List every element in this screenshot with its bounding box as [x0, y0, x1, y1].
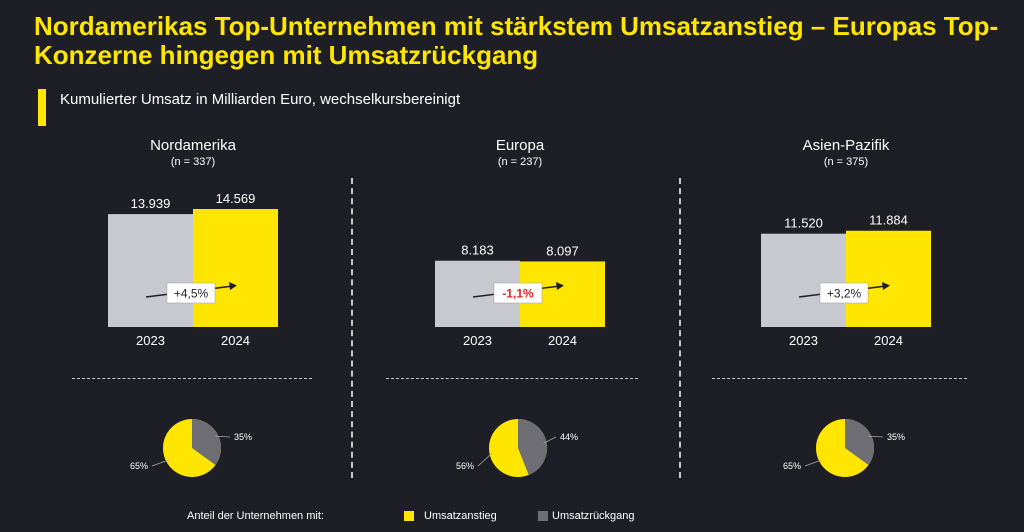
bar-2023 — [761, 233, 846, 327]
panel-divider — [351, 178, 353, 478]
sample-size-label: (n = 237) — [498, 156, 542, 168]
bar-value-label: 8.097 — [546, 243, 579, 258]
region-title: Europa — [496, 137, 545, 154]
region-title: Nordamerika — [150, 137, 237, 154]
pie-leader-line — [151, 459, 169, 467]
legend-caption: Anteil der Unternehmen mit: — [187, 510, 324, 522]
pie-leader-line — [477, 452, 493, 467]
legend: Anteil der Unternehmen mit: Umsatzanstie… — [0, 510, 1024, 526]
x-tick-label: 2024 — [221, 333, 250, 348]
bar-value-label: 8.183 — [461, 243, 494, 258]
change-label: -1,1% — [502, 287, 534, 301]
pie-leader-line — [804, 459, 822, 467]
section-divider — [72, 378, 312, 379]
chart-subtitle: Kumulierter Umsatz in Milliarden Euro, w… — [60, 91, 461, 108]
pie-slice-decline — [845, 419, 874, 466]
pie-leader-line — [215, 435, 231, 438]
panel-divider — [679, 178, 681, 478]
sample-size-label: (n = 337) — [171, 156, 215, 168]
change-label-box — [166, 282, 216, 304]
pie-label-increase: 65% — [130, 461, 148, 471]
section-divider — [712, 378, 967, 379]
change-arrowhead — [229, 282, 237, 290]
pie-label-increase: 65% — [783, 461, 801, 471]
bar-2023 — [108, 214, 193, 327]
pie-slice-decline — [192, 419, 221, 466]
region-title: Asien-Pazifik — [803, 137, 890, 154]
pie-leader-line — [543, 436, 557, 444]
change-arrowhead — [556, 282, 564, 290]
legend-decline-swatch — [538, 511, 548, 521]
x-tick-label: 2024 — [548, 333, 577, 348]
x-tick-label: 2023 — [789, 333, 818, 348]
pie-label-decline: 35% — [234, 432, 252, 442]
change-label-box — [493, 282, 543, 304]
change-label: +4,5% — [174, 287, 209, 301]
bar-value-label: 11.520 — [784, 216, 823, 231]
x-tick-label: 2023 — [136, 333, 165, 348]
change-label-box — [819, 282, 869, 304]
bar-value-label: 14.569 — [216, 191, 256, 206]
bar-value-label: 13.939 — [131, 196, 171, 211]
bar-2024 — [193, 209, 278, 327]
legend-decline-label: Umsatzrückgang — [552, 510, 635, 522]
subtitle-accent-bar — [38, 89, 46, 126]
bar-value-label: 11.884 — [869, 213, 908, 228]
pie-label-decline: 44% — [560, 432, 578, 442]
pie-label-decline: 35% — [887, 432, 905, 442]
bar-2024 — [846, 230, 931, 327]
pie-slice-decline — [518, 419, 548, 475]
pie-label-increase: 56% — [456, 461, 474, 471]
chart-title: Nordamerikas Top-Unternehmen mit stärkst… — [34, 11, 999, 70]
section-divider — [386, 378, 638, 379]
x-tick-label: 2024 — [874, 333, 903, 348]
x-tick-label: 2023 — [463, 333, 492, 348]
legend-increase-label: Umsatzanstieg — [424, 510, 497, 522]
pie-leader-line — [868, 435, 884, 438]
change-arrowhead — [882, 282, 890, 290]
sample-size-label: (n = 375) — [824, 156, 868, 168]
legend-increase-swatch — [404, 511, 414, 521]
change-label: +3,2% — [827, 287, 862, 301]
